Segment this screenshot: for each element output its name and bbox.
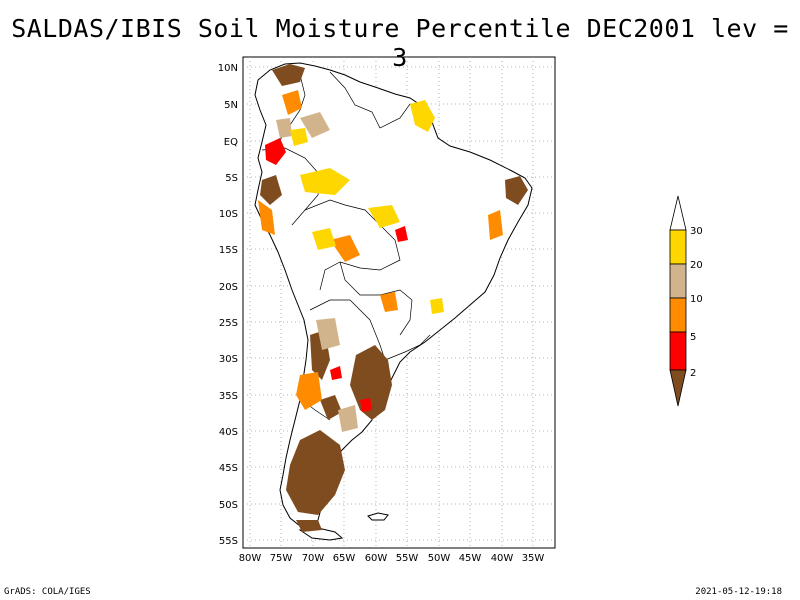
shade-yellow	[300, 168, 350, 195]
colorbar-swatch	[669, 331, 687, 371]
falkland-islands	[367, 512, 389, 521]
country-borders	[261, 71, 431, 421]
lat-label: 15S	[219, 245, 238, 256]
shade-orange	[296, 372, 322, 410]
shade-yellow	[430, 298, 444, 314]
lon-label: 40W	[491, 553, 514, 564]
lat-label: EQ	[224, 137, 238, 148]
shade-red	[330, 366, 342, 380]
shade-tan	[300, 112, 330, 138]
colorbar-swatch	[669, 297, 687, 333]
lat-label: 55S	[219, 536, 238, 547]
shade-brown	[320, 395, 342, 420]
colorbar-top-arrow	[669, 195, 687, 231]
lat-label: 35S	[219, 391, 238, 402]
lat-label: 20S	[219, 282, 238, 293]
lat-label: 45S	[219, 463, 238, 474]
lat-label: 5S	[225, 173, 238, 184]
map-title: SALDAS/IBIS Soil Moisture Percentile DEC…	[11, 14, 789, 72]
shade-brown	[505, 176, 528, 205]
shade-yellow	[290, 128, 308, 146]
shade-brown	[286, 430, 345, 515]
shade-yellow	[410, 100, 435, 132]
shade-red	[395, 226, 408, 242]
shade-brown	[260, 175, 282, 205]
shade-yellow	[368, 205, 400, 228]
lon-label: 60W	[365, 553, 388, 564]
colorbar-label: 5	[690, 332, 696, 343]
shade-orange	[282, 90, 302, 115]
lat-label: 10N	[218, 63, 238, 74]
colorbar-label: 2	[690, 368, 696, 379]
colorbar-label: 30	[690, 226, 703, 237]
lon-label: 50W	[428, 553, 451, 564]
lon-label: 70W	[302, 553, 325, 564]
colorbar-labels: 30 20 10 5 2	[690, 226, 703, 379]
colorbar-label: 20	[690, 260, 703, 271]
colorbar	[669, 195, 687, 407]
lat-label: 50S	[219, 500, 238, 511]
colorbar-label: 10	[690, 294, 703, 305]
shade-brown	[272, 64, 305, 86]
shade-tan	[276, 118, 292, 138]
lon-label: 75W	[270, 553, 293, 564]
lon-label: 65W	[333, 553, 356, 564]
shade-tan	[316, 318, 340, 350]
lat-label: 40S	[219, 427, 238, 438]
colorbar-swatch	[669, 229, 687, 265]
colorbar-bottom-arrow	[669, 369, 687, 407]
footer-credit: GrADS: COLA/IGES	[4, 587, 91, 597]
lat-label: 10S	[219, 209, 238, 220]
lon-label: 80W	[239, 553, 262, 564]
lon-axis-labels: 80W 75W 70W 65W 60W 55W 50W 45W 40W 35W	[239, 553, 545, 564]
lon-label: 35W	[522, 553, 545, 564]
colorbar-swatch	[669, 263, 687, 299]
lat-label: 25S	[219, 318, 238, 329]
shade-orange	[488, 210, 503, 240]
lat-label: 5N	[224, 100, 238, 111]
shade-yellow	[312, 228, 336, 250]
lon-label: 55W	[396, 553, 419, 564]
shade-orange	[258, 200, 275, 235]
shade-orange	[330, 235, 360, 262]
shade-brown	[296, 520, 322, 532]
shade-tan	[338, 405, 358, 432]
lon-label: 45W	[459, 553, 482, 564]
footer-timestamp: 2021-05-12-19:18	[695, 587, 782, 597]
lat-label: 30S	[219, 354, 238, 365]
lat-axis-labels: 10N 5N EQ 5S 10S 15S 20S 25S 30S 35S 40S…	[218, 63, 238, 547]
percentile-shading	[258, 64, 528, 532]
plot-frame	[242, 56, 556, 549]
shade-red	[265, 138, 286, 165]
shade-orange	[380, 292, 398, 312]
shade-red	[360, 398, 372, 412]
